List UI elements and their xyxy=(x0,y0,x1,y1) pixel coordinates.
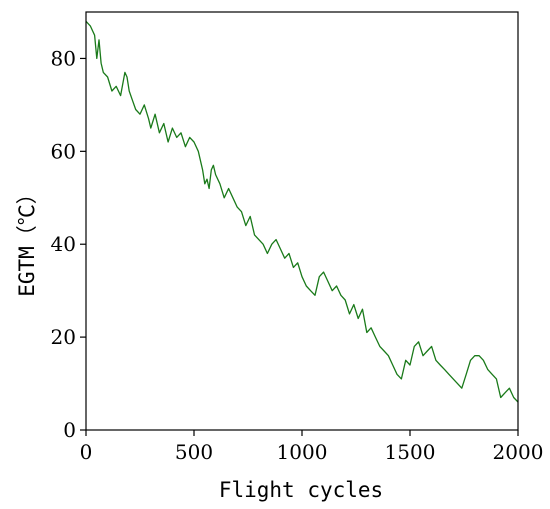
y-tick-label: 80 xyxy=(51,46,76,70)
plot-area xyxy=(85,11,519,431)
y-tick-label: 40 xyxy=(51,232,76,256)
x-axis-label: Flight cycles xyxy=(219,478,383,502)
x-tick-label: 500 xyxy=(175,440,213,464)
x-axis: 0 500 1000 1500 2000 xyxy=(80,430,544,464)
x-tick-label: 1500 xyxy=(385,440,436,464)
x-tick-label: 1000 xyxy=(277,440,328,464)
y-tick-label: 60 xyxy=(51,139,76,163)
y-tick-label: 20 xyxy=(51,325,76,349)
x-tick-label: 0 xyxy=(80,440,93,464)
y-axis-label: EGTM（℃） xyxy=(15,183,39,297)
x-tick-label: 2000 xyxy=(493,440,544,464)
series-line xyxy=(85,20,519,403)
y-axis: 0 20 40 60 80 xyxy=(51,46,86,442)
plot-frame xyxy=(85,11,519,431)
y-tick-label: 0 xyxy=(63,418,76,442)
